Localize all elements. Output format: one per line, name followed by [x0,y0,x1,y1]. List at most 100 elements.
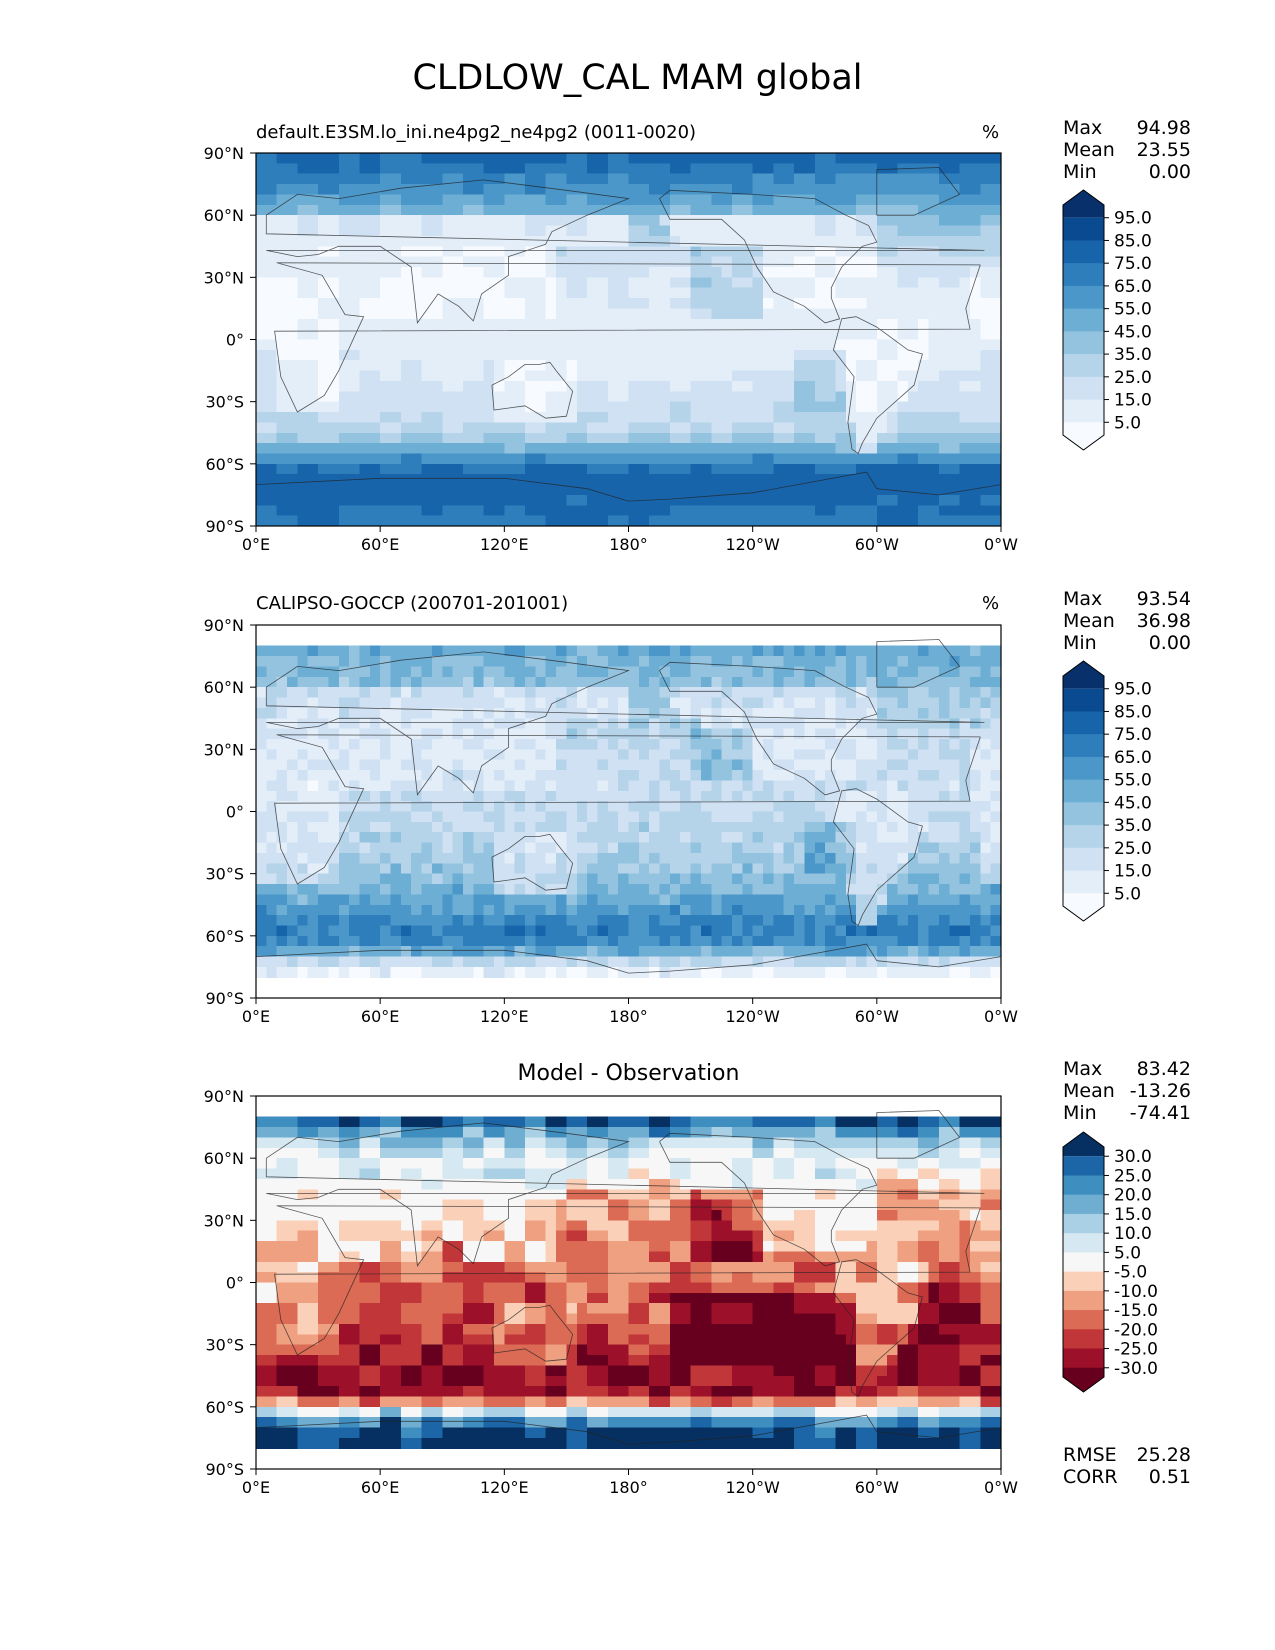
heatmap-cell [742,463,754,475]
heatmap-cell [504,515,516,527]
heatmap-cell [804,676,816,688]
heatmap-cell [700,246,712,258]
heatmap-cell [742,873,754,885]
heatmap-cell [835,645,847,657]
heatmap-cell [483,832,495,844]
heatmap-cell [535,401,547,413]
heatmap-cell [825,380,837,392]
heatmap-cell [990,718,1002,730]
heatmap-cell [731,163,743,175]
heatmap-cell [825,904,837,916]
heatmap-cell [928,852,940,864]
heatmap-cell [276,463,288,475]
heatmap-cell [721,687,733,699]
heatmap-cell [504,656,516,668]
heatmap-cell [866,697,878,709]
heatmap-cell [597,463,609,475]
heatmap-cell [897,215,909,227]
heatmap-cell [266,707,278,719]
heatmap-cell [918,163,930,175]
heatmap-cell [825,966,837,978]
x-tick-label: 60°W [855,535,899,554]
heatmap-cell [473,645,485,657]
heatmap-cell [659,173,671,185]
heatmap-cell [783,474,795,486]
heatmap-cell [525,966,536,978]
heatmap-cell [514,832,526,844]
heatmap-cell [700,401,712,413]
heatmap-cell [307,925,319,937]
heatmap-cell [287,194,298,206]
heatmap-cell [959,645,971,657]
heatmap-cell [483,412,495,423]
heatmap-cell [297,318,309,330]
heatmap-cell [638,256,650,268]
heatmap-cell [287,894,298,906]
heatmap-cell [400,298,412,310]
heatmap-cell [525,215,536,227]
heatmap-cell [897,904,909,916]
heatmap-cell [473,153,485,164]
heatmap-cell [380,287,392,299]
heatmap-cell [700,728,712,740]
heatmap-cell [980,318,992,330]
heatmap-cell [525,401,536,413]
heatmap-cell [276,832,288,844]
x-tick-label: 60°E [361,535,399,554]
heatmap-cell [576,277,588,289]
heatmap-cell [587,308,599,320]
heatmap-cell [597,215,609,227]
heatmap-cell [266,925,278,937]
heatmap-cell [369,863,381,875]
heatmap-cell [607,873,619,885]
heatmap-cell [856,225,868,237]
heatmap-cell [700,443,712,455]
coastline [659,189,878,324]
coastline [274,262,981,413]
heatmap-cell [514,935,526,947]
heatmap-cell [442,443,454,455]
heatmap-cell [794,749,806,761]
heatmap-cell [980,505,992,517]
heatmap-cell [287,173,298,185]
heatmap-cell [318,801,330,813]
heatmap-cell [556,266,568,278]
heatmap-cell [918,842,930,854]
heatmap-cell [369,904,381,916]
heatmap-cell [483,308,495,320]
heatmap-cell [928,728,940,740]
heatmap-cell [628,443,640,455]
heatmap-cell [928,946,940,958]
y-tick-label: 60°S [205,455,244,474]
heatmap-cell [287,215,298,227]
heatmap-cell [493,204,505,216]
heatmap-cell [804,863,816,875]
heatmap-cell [400,832,412,844]
heatmap-cell [431,235,443,247]
heatmap-cell [814,832,826,844]
heatmap-cell [969,946,981,958]
heatmap-cell [452,235,464,247]
heatmap-cell [380,697,392,709]
heatmap-cell [545,852,557,864]
heatmap-cell [980,277,992,289]
heatmap-cell [649,707,661,719]
heatmap-cell [969,287,981,299]
heatmap-cell [742,401,754,413]
heatmap-cell [545,863,557,875]
heatmap-cell [421,759,433,771]
heatmap-cell [814,759,826,771]
heatmap-cell [690,494,702,506]
heatmap-cell [959,935,971,947]
heatmap-cell [504,956,516,968]
heatmap-cell [690,780,702,792]
heatmap-cell [493,401,505,413]
heatmap-cell [825,821,837,833]
heatmap-cell [763,770,774,782]
heatmap-cell [845,852,857,864]
heatmap-cell [804,738,816,750]
heatmap-cell [928,349,940,361]
heatmap-cell [814,656,826,668]
heatmap-cell [390,453,402,465]
heatmap-cell [462,728,474,740]
